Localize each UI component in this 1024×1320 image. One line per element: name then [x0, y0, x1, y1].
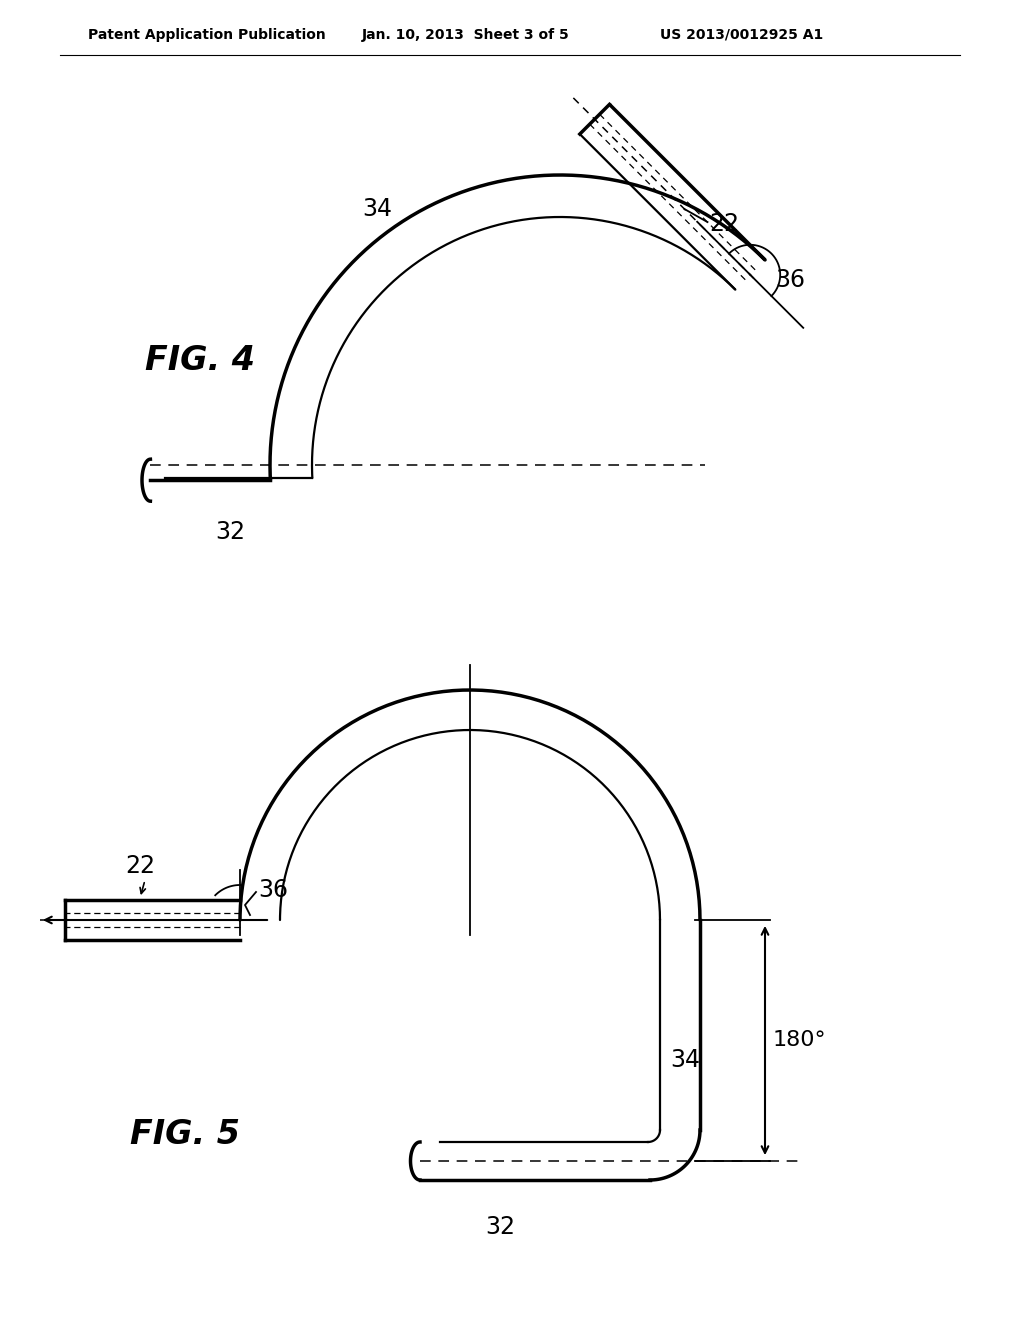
Text: 32: 32: [215, 520, 246, 544]
Text: 32: 32: [485, 1214, 515, 1239]
Text: 22: 22: [710, 213, 739, 236]
Text: Jan. 10, 2013  Sheet 3 of 5: Jan. 10, 2013 Sheet 3 of 5: [362, 28, 569, 42]
Text: 36: 36: [258, 878, 288, 902]
Text: 180°: 180°: [773, 1031, 826, 1051]
Text: 22: 22: [125, 854, 155, 878]
Text: 34: 34: [670, 1048, 700, 1072]
Text: 34: 34: [362, 197, 392, 220]
Text: FIG. 5: FIG. 5: [130, 1118, 240, 1151]
Text: 36: 36: [775, 268, 805, 292]
Text: Patent Application Publication: Patent Application Publication: [88, 28, 326, 42]
Text: FIG. 4: FIG. 4: [145, 343, 255, 376]
Text: US 2013/0012925 A1: US 2013/0012925 A1: [660, 28, 823, 42]
